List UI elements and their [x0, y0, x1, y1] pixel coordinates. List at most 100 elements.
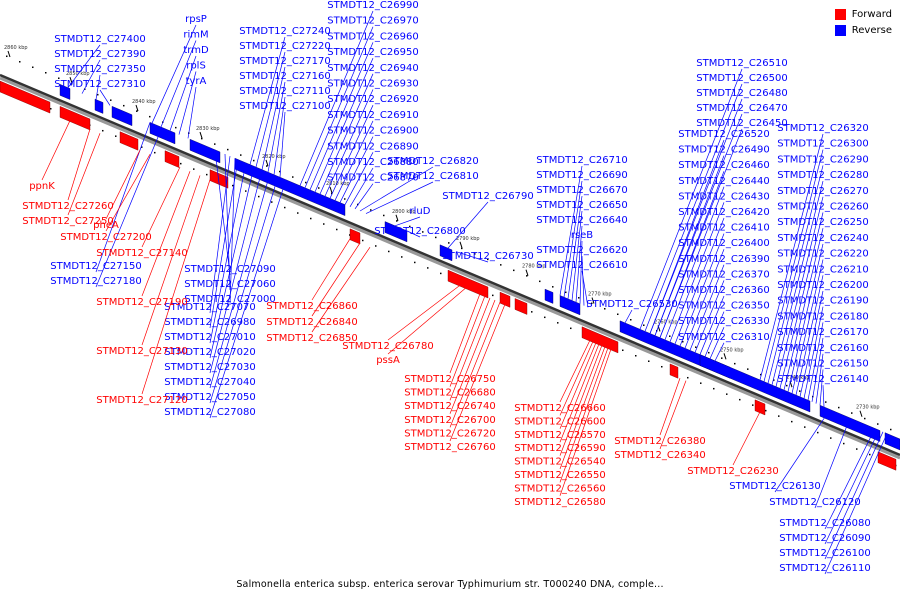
- track-dot: [279, 170, 281, 173]
- axis-tick-label: 2730 kbp: [856, 405, 880, 411]
- leader-line: [674, 217, 725, 345]
- leader-line: [824, 428, 876, 530]
- leader-line: [659, 380, 687, 450]
- leader-line: [141, 171, 191, 297]
- reverse-gene-label: STMDT12_C26640: [536, 215, 627, 226]
- track-dot: [136, 110, 138, 112]
- reverse-gene-label: STMDT12_C27030: [164, 362, 255, 373]
- leader-line: [404, 229, 421, 238]
- track-dot: [362, 239, 364, 242]
- axis-tick-label: 2800 kbp: [392, 209, 416, 215]
- leader-line: [774, 409, 831, 493]
- forward-gene-block: [164, 150, 180, 168]
- track-dot: [19, 61, 21, 63]
- reverse-gene-label: STMDT12_C26310: [678, 332, 769, 343]
- leader-line: [669, 202, 725, 343]
- leader-line: [563, 180, 583, 298]
- leader-line: [105, 154, 151, 232]
- leader-line: [783, 228, 824, 391]
- track-dot: [747, 368, 749, 370]
- track-dot: [552, 286, 554, 288]
- track-dot: [786, 384, 788, 387]
- axis-tick-mark: [135, 104, 139, 112]
- reverse-gene-label: STMDT12_C27100: [239, 101, 330, 112]
- leader-line: [299, 10, 374, 186]
- reverse-gene-label: STMDT12_C26440: [678, 176, 769, 187]
- reverse-gene-label: STMDT12_C26130: [729, 481, 820, 492]
- forward-swatch: [834, 8, 846, 20]
- leader-line: [559, 347, 609, 483]
- track-dot: [180, 162, 182, 165]
- leader-line: [249, 36, 286, 165]
- track-dot: [492, 294, 494, 297]
- legend-reverse: Reverse: [834, 22, 892, 38]
- leader-line: [767, 165, 824, 384]
- reverse-gene-label: STMDT12_C26910: [327, 110, 418, 121]
- sequence-caption: Salmonella enterica subsp. enterica sero…: [236, 579, 664, 590]
- track-dot: [739, 398, 741, 401]
- track-dot: [804, 426, 806, 428]
- leader-line: [324, 89, 374, 197]
- leader-line: [105, 149, 141, 220]
- track-dot: [245, 190, 247, 192]
- leader-line: [141, 166, 181, 248]
- forward-gene-label: STMDT12_C26340: [614, 450, 705, 461]
- leader-line: [822, 385, 825, 407]
- reverse-gene-label: rimM: [183, 30, 208, 41]
- axis-tick-mark: [199, 131, 203, 139]
- reverse-gene-label: STMDT12_C26200: [777, 280, 868, 291]
- reverse-gene-label: rseB: [571, 230, 593, 241]
- track-dot: [370, 209, 372, 211]
- axis-tick-label: 2770 kbp: [588, 292, 612, 298]
- reverse-gene-label: STMDT12_C26710: [536, 155, 627, 166]
- axis-tick-label: 2780 kbp: [522, 264, 546, 270]
- leader-line: [255, 51, 286, 168]
- reverse-gene-label: STMDT12_C26620: [536, 245, 627, 256]
- leader-line: [581, 255, 585, 306]
- track-dot: [440, 272, 442, 275]
- reverse-gene-block: [559, 295, 581, 316]
- leader-line: [679, 233, 725, 347]
- track-dot: [830, 437, 832, 439]
- reverse-gene-label: STMDT12_C26530: [586, 299, 677, 310]
- reverse-gene-label: STMDT12_C26080: [779, 518, 870, 529]
- track-dot: [799, 390, 801, 392]
- leader-line: [311, 242, 361, 317]
- strand-legend: Forward Reverse: [834, 6, 892, 38]
- axis-tick-label: 2830 kbp: [196, 126, 220, 132]
- leader-line: [704, 311, 725, 357]
- track-dot: [643, 324, 645, 326]
- track-dot: [292, 176, 294, 178]
- leader-line: [81, 59, 101, 94]
- axis-tick-mark: [591, 297, 595, 304]
- leader-line: [654, 155, 725, 336]
- reverse-gene-block: [111, 105, 133, 127]
- leader-line: [659, 171, 725, 338]
- track-dot: [825, 401, 827, 403]
- reverse-gene-label: STMDT12_C26510: [696, 58, 787, 69]
- track-dot: [375, 245, 377, 247]
- axis-tick-label: 2820 kbp: [262, 154, 286, 160]
- leader-line: [160, 40, 197, 128]
- track-dot: [258, 195, 260, 198]
- axis-tick-mark: [395, 214, 399, 221]
- leader-line: [771, 181, 824, 386]
- track-dot: [253, 159, 255, 162]
- reverse-gene-label: STMDT12_C26960: [327, 31, 418, 42]
- forward-gene-label: STMDT12_C26550: [514, 470, 605, 481]
- leader-line: [689, 264, 725, 351]
- leader-line: [575, 225, 583, 303]
- leader-line: [659, 377, 681, 436]
- reverse-gene-label: STMDT12_C26790: [442, 191, 533, 202]
- forward-gene-label: pssA: [376, 355, 400, 366]
- leader-line: [209, 172, 271, 389]
- track-dot: [284, 206, 286, 209]
- reverse-gene-label: STMDT12_C26500: [696, 73, 787, 84]
- reverse-gene-label: STMDT12_C27080: [164, 407, 255, 418]
- track-dot: [773, 379, 775, 381]
- leader-line: [449, 295, 486, 387]
- leader-line: [209, 169, 263, 374]
- forward-gene-label: STMDT12_C27250: [22, 216, 113, 227]
- leader-line: [449, 301, 501, 428]
- axis-tick-mark: [69, 77, 73, 84]
